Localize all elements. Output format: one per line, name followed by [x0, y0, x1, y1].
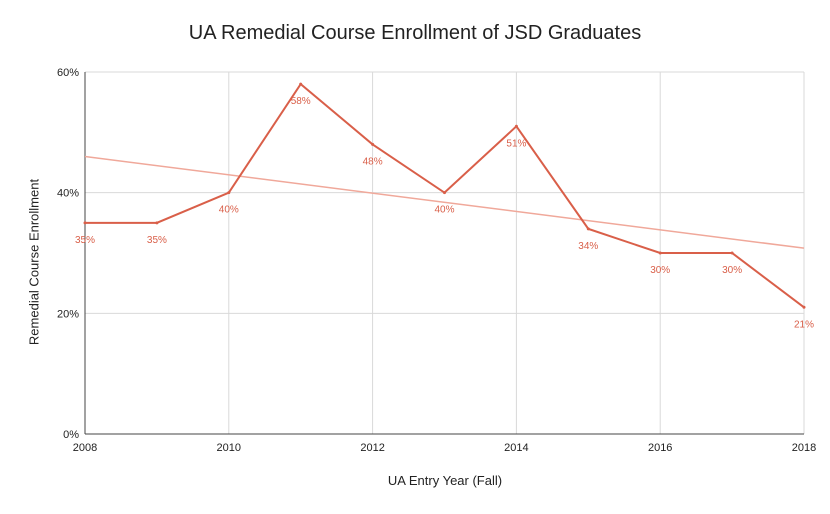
x-tick-label: 2018 — [792, 442, 816, 454]
data-label: 21% — [794, 319, 814, 330]
data-point — [730, 251, 734, 255]
x-tick-label: 2008 — [73, 442, 97, 454]
data-label: 30% — [650, 265, 670, 276]
series-line — [85, 82, 805, 309]
data-label: 35% — [75, 235, 95, 246]
data-label: 34% — [578, 241, 598, 252]
data-point — [802, 305, 806, 309]
data-label: 35% — [147, 235, 167, 246]
trendline — [84, 155, 805, 249]
data-point — [299, 82, 303, 86]
data-point — [227, 191, 231, 195]
data-label: 51% — [506, 138, 526, 149]
data-point — [155, 221, 159, 225]
data-point — [586, 227, 590, 231]
data-label: 30% — [722, 265, 742, 276]
y-tick-label: 60% — [57, 67, 79, 79]
x-axis-label: UA Entry Year (Fall) — [387, 473, 503, 488]
data-label: 40% — [219, 205, 239, 216]
x-tick-label: 2016 — [648, 442, 672, 454]
y-tick-label: 0% — [63, 429, 79, 441]
x-tick-label: 2010 — [217, 442, 241, 454]
data-point — [658, 251, 662, 255]
data-label: 58% — [291, 96, 311, 107]
x-tick-label: 2012 — [360, 442, 384, 454]
data-point — [371, 142, 375, 146]
data-label: 48% — [363, 156, 383, 167]
chart-title: UA Remedial Course Enrollment of JSD Gra… — [188, 22, 642, 44]
data-point — [514, 124, 518, 128]
y-tick-label: 40% — [57, 188, 79, 200]
data-label: 40% — [434, 205, 454, 216]
data-point — [83, 221, 87, 225]
data-point — [443, 191, 446, 195]
y-tick-label: 20% — [57, 308, 79, 320]
x-tick-label: 2014 — [504, 442, 528, 454]
